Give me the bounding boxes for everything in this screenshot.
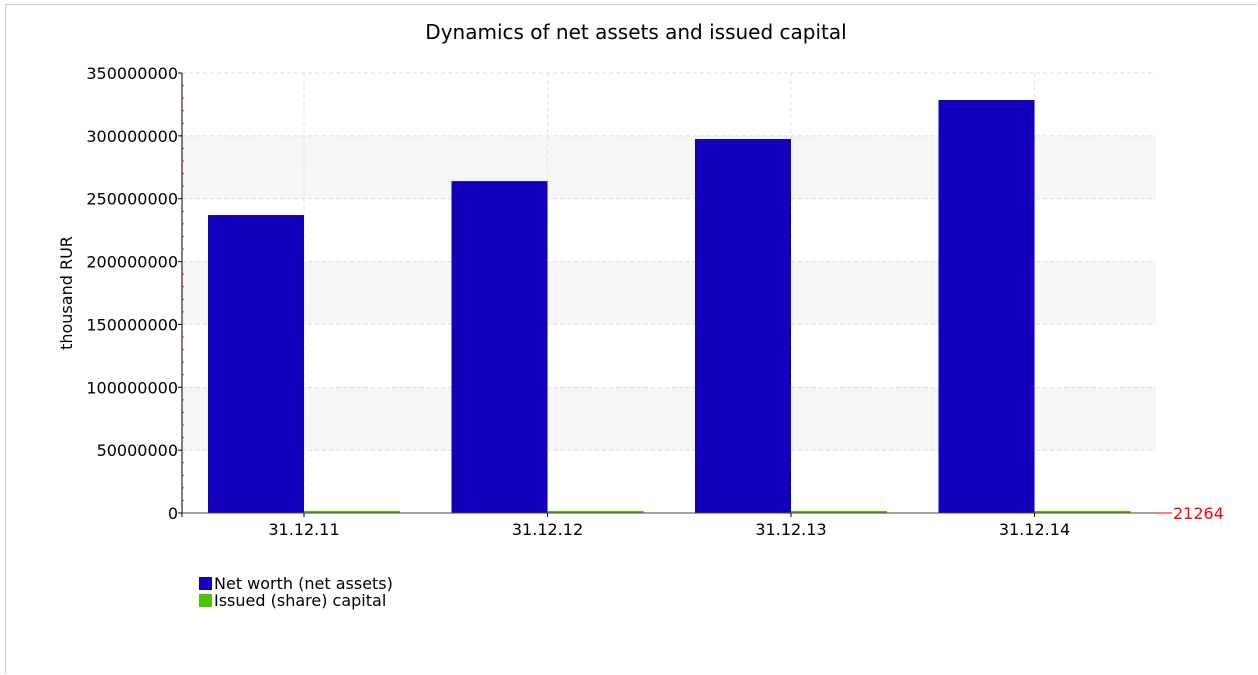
x-tick-label: 31.12.14 [999,520,1070,539]
marker-label: 21264 [1173,504,1224,523]
chart-title: Dynamics of net assets and issued capita… [425,20,846,44]
bar-net-worth [938,100,1035,514]
bar-issued-capital [1034,511,1131,513]
y-tick-label: 150000000 [86,315,178,334]
bar-net-worth [695,139,791,513]
bar-issued-capital [791,511,887,513]
chart-frame: 0 50000000 100000000 150000000 200000000 2500… [5,4,1257,674]
legend-item-issued-capital: Issued (share) capital [199,592,393,609]
x-tick-label: 31.12.13 [755,520,826,539]
bar-issued-capital [304,511,400,513]
y-tick-label: 250000000 [86,190,178,209]
legend: Net worth (net assets) Issued (share) ca… [199,575,393,609]
chart-svg: 0 50000000 100000000 150000000 200000000 2500… [57,20,1224,539]
axes [178,72,1172,517]
y-tick-label: 300000000 [86,127,178,146]
bar-net-worth [451,181,548,513]
bar-issued-capital [547,511,644,513]
bars-group [208,100,1131,514]
y-tick-label: 0 [168,504,178,523]
legend-item-net-worth: Net worth (net assets) [199,575,393,592]
x-tick-labels: 31.12.11 31.12.12 31.12.13 31.12.14 [268,513,1070,539]
y-tick-label: 100000000 [86,378,178,397]
y-tick-label: 200000000 [86,253,178,272]
y-tick-label: 350000000 [86,64,178,83]
legend-label-issued-capital: Issued (share) capital [214,591,387,610]
x-tick-label: 31.12.11 [268,520,339,539]
x-tick-label: 31.12.12 [512,520,583,539]
legend-swatch-net-worth [199,577,212,590]
y-tick-labels: 0 50000000 100000000 150000000 200000000 2500… [86,64,178,523]
y-tick-label: 50000000 [97,441,178,460]
y-axis-label: thousand RUR [57,236,76,350]
bar-net-worth [208,215,304,514]
legend-swatch-issued-capital [199,594,212,607]
legend-label-net-worth: Net worth (net assets) [214,574,393,593]
